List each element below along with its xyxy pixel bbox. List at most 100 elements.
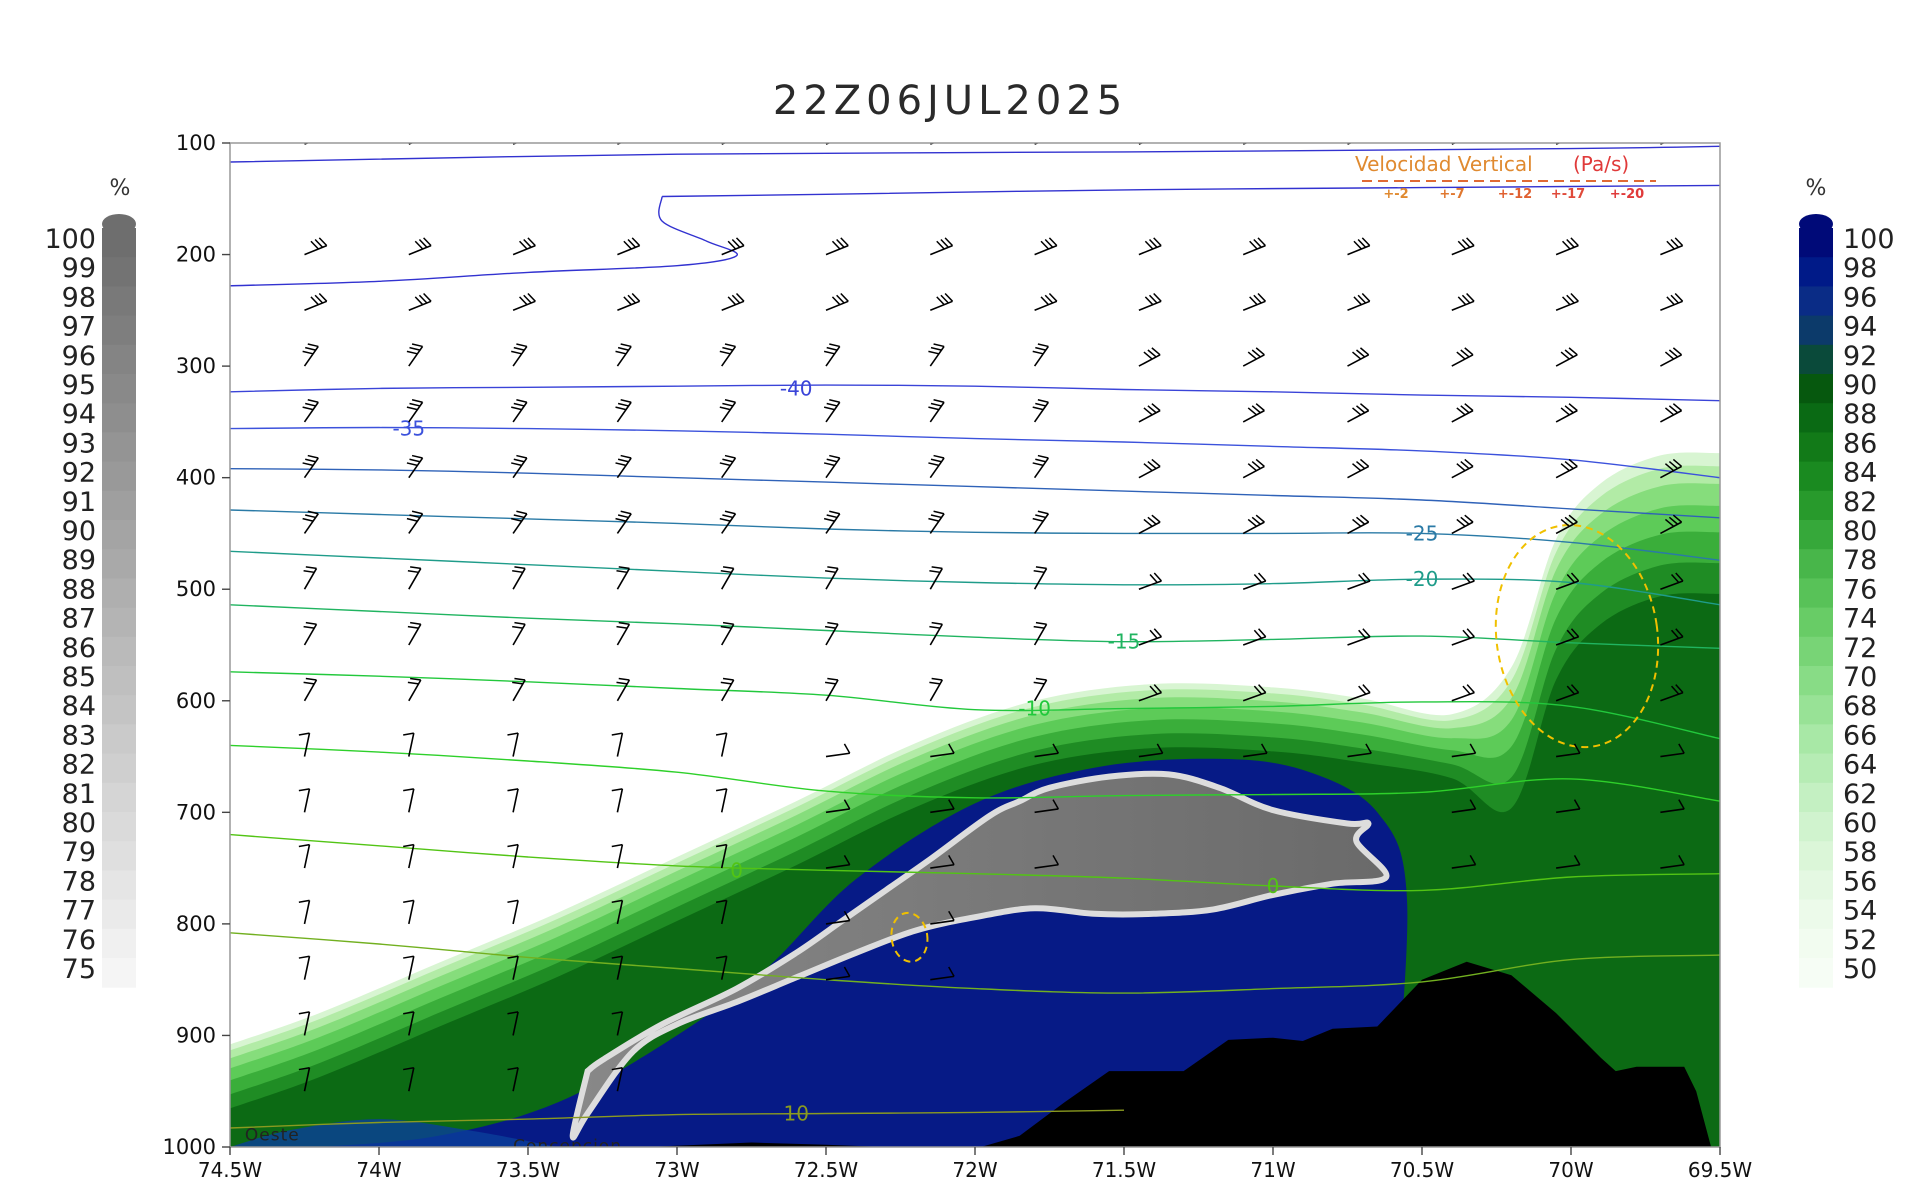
wind-barb — [1138, 347, 1161, 367]
wind-barb — [930, 293, 954, 312]
x-tick-label: 74.5W — [198, 1158, 263, 1182]
wind-barb — [302, 510, 319, 534]
colorbar-left-label: 79 — [62, 837, 96, 868]
wind-barb — [721, 143, 745, 145]
colorbar-left-swatch — [102, 257, 136, 287]
wind-barb — [1660, 514, 1683, 535]
wind-barb — [1451, 855, 1477, 869]
colorbar-left-swatch — [102, 490, 136, 521]
wind-barb — [1555, 293, 1579, 312]
isotherm--45 — [230, 196, 738, 287]
wind-barb — [715, 843, 728, 869]
wind-barb — [1347, 347, 1370, 367]
colorbar-right-label: 82 — [1843, 487, 1877, 518]
colorbar-left-swatch — [102, 374, 136, 404]
wind-barb — [512, 143, 536, 145]
wind-barb — [406, 510, 424, 534]
colorbar-left-label: 97 — [62, 312, 96, 343]
wind-barb — [930, 855, 955, 869]
wind-barb — [1451, 347, 1474, 367]
colorbar-left-swatch — [102, 724, 136, 755]
legend-item: +-2 — [1383, 187, 1408, 202]
wind-barb — [611, 1011, 624, 1036]
colorbar-left-swatch — [102, 228, 136, 258]
wind-barb — [720, 621, 735, 646]
wind-barb — [507, 788, 519, 813]
colorbar-left-swatch — [102, 461, 136, 492]
wind-barb — [302, 343, 319, 367]
wind-barb — [1660, 628, 1684, 646]
wind-barb — [407, 621, 422, 646]
colorbar-right-unit: % — [1806, 176, 1827, 201]
colorbar-right-label: 64 — [1843, 750, 1877, 781]
wind-barb — [823, 343, 841, 367]
isotherm--40 — [230, 384, 1720, 402]
wind-barb — [617, 237, 641, 256]
colorbar-left-swatch — [102, 841, 136, 871]
wind-barb — [1242, 458, 1265, 479]
wind-barb — [616, 566, 631, 590]
wind-barb — [1034, 143, 1058, 145]
wind-barb — [1032, 399, 1050, 423]
wind-barb — [512, 677, 526, 702]
wind-barb — [720, 566, 735, 590]
colorbar-left-swatch — [102, 549, 136, 579]
wind-barb — [1347, 572, 1371, 590]
wind-barb — [1660, 743, 1685, 758]
colorbar-right-label: 52 — [1843, 925, 1877, 956]
wind-barb — [1451, 143, 1475, 145]
x-tick-label: 71.5W — [1092, 1158, 1157, 1182]
wind-barb — [1451, 799, 1477, 814]
wind-barb — [1243, 743, 1268, 758]
wind-barb — [1660, 237, 1684, 256]
wind-barb — [929, 566, 943, 590]
colorbar-right-swatch — [1799, 782, 1833, 813]
y-tick-label: 800 — [176, 912, 216, 936]
colorbar-left-swatch — [102, 286, 136, 317]
wind-barb — [930, 799, 955, 814]
wind-barb — [403, 1011, 415, 1036]
wind-barb — [719, 343, 737, 367]
wind-barb — [507, 1011, 519, 1036]
y-tick-label: 200 — [176, 243, 216, 267]
wind-barb — [1138, 628, 1163, 646]
wind-barb — [1242, 572, 1267, 590]
x-tick-label: 70.5W — [1390, 1158, 1455, 1182]
colorbar-right-swatch — [1799, 344, 1833, 375]
colorbar-left-label: 82 — [62, 750, 96, 781]
wind-barb — [1034, 799, 1060, 814]
wind-barb — [1033, 621, 1048, 646]
cloud-core — [569, 770, 1390, 1141]
wind-barb — [512, 566, 526, 590]
colorbar-right-swatch — [1799, 286, 1833, 317]
x-tick-label: 72W — [952, 1158, 997, 1182]
colorbar-right-swatch — [1799, 636, 1833, 667]
colorbar-left-swatch — [102, 403, 136, 433]
wind-barb — [1451, 458, 1474, 479]
y-tick-label: 700 — [176, 800, 216, 824]
isotherm-label: 0 — [1267, 874, 1280, 898]
colorbar-right-swatch — [1799, 928, 1833, 959]
wind-barb — [1138, 237, 1162, 256]
wind-barb — [825, 143, 849, 145]
wind-barb — [1242, 143, 1266, 145]
wind-barb — [406, 454, 424, 479]
isotherm--15 — [230, 604, 1720, 649]
wind-barb — [928, 343, 945, 367]
wind-barb — [611, 955, 624, 980]
colorbar-right-label: 100 — [1843, 224, 1895, 255]
y-tick-label: 300 — [176, 354, 216, 378]
isotherm-label: 10 — [783, 1102, 808, 1126]
wind-barb — [615, 343, 632, 367]
wind-barb — [1242, 628, 1267, 646]
colorbar-right-label: 98 — [1843, 253, 1877, 284]
colorbar-right-label: 66 — [1843, 720, 1877, 751]
wind-barb — [617, 143, 640, 145]
wind-barb — [1660, 143, 1683, 145]
wind-barb — [1138, 514, 1161, 535]
wind-barb — [304, 237, 328, 256]
wind-barb — [511, 510, 528, 534]
colorbar-right-label: 76 — [1843, 574, 1877, 605]
wind-barb — [615, 510, 632, 534]
